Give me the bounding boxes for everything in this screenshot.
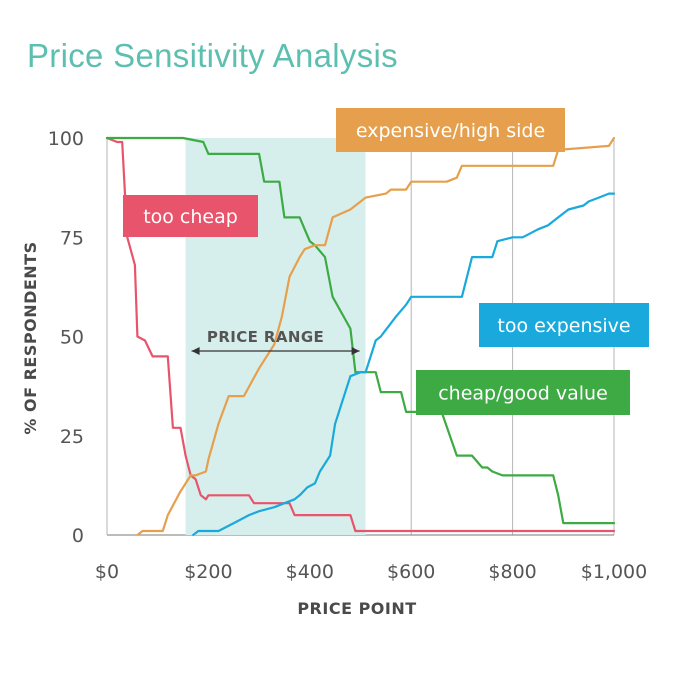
x-tick-label: $400 — [286, 561, 334, 583]
y-tick-label: 25 — [60, 426, 84, 448]
series-line-expensive-high-side — [136, 136, 616, 537]
x-axis-ticks: $0 $200 $400 $600 $800 $1,000 — [95, 561, 647, 583]
y-tick-label: 75 — [60, 227, 84, 249]
label-box-expensive-high-side — [336, 108, 565, 152]
arrow-left-head — [191, 347, 200, 355]
x-tick-label: $600 — [387, 561, 435, 583]
series-label-too-expensive: too expensive — [497, 315, 630, 337]
y-tick-label: 0 — [72, 525, 84, 547]
y-tick-label: 100 — [48, 128, 84, 150]
label-box-cheap-good-value — [416, 370, 630, 415]
series-line-too-expensive — [192, 192, 616, 537]
x-tick-label: $200 — [184, 561, 232, 583]
x-tick-label: $1,000 — [581, 561, 647, 583]
series-line-cheap-good-value — [105, 136, 616, 525]
series-labels: too cheap expensive/high side too expensiv… — [123, 108, 649, 415]
y-axis-label: % OF RESPONDENTS — [21, 241, 40, 434]
series-label-cheap-good-value: cheap/good value — [438, 383, 608, 405]
y-tick-label: 50 — [60, 327, 84, 349]
label-box-too-cheap — [123, 195, 258, 237]
price-range-marker: PRICE RANGE — [191, 328, 360, 355]
x-axis-label: PRICE POINT — [297, 599, 416, 618]
x-tick-label: $800 — [488, 561, 536, 583]
series-label-too-cheap: too cheap — [143, 206, 238, 228]
chart-title: Price Sensitivity Analysis — [27, 37, 398, 74]
series-label-expensive-high-side: expensive/high side — [356, 120, 545, 142]
label-box-too-expensive — [479, 303, 649, 347]
price-range-label: PRICE RANGE — [207, 328, 324, 346]
x-tick-label: $0 — [95, 561, 119, 583]
series-lines — [105, 136, 616, 537]
y-axis-ticks: 0 25 50 75 100 — [48, 128, 84, 547]
arrow-right-head — [351, 347, 360, 355]
